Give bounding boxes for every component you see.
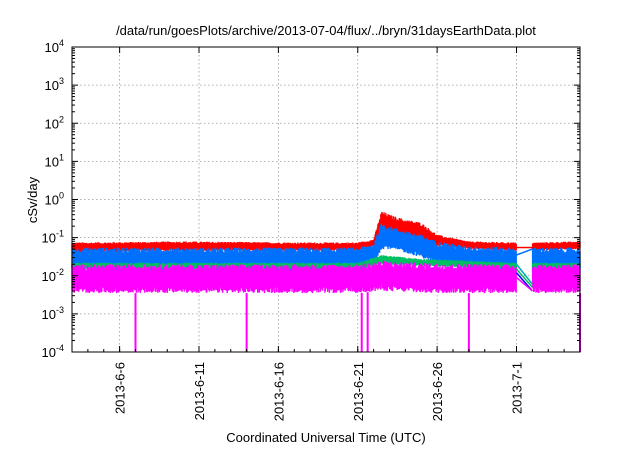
- x-tick-label: 2013-6-26: [430, 362, 445, 421]
- gap-connector-line: [516, 276, 533, 292]
- chart-title: /data/run/goesPlots/archive/2013-07-04/f…: [116, 23, 536, 38]
- x-tick-label: 2013-7-1: [510, 362, 525, 414]
- x-axis-label: Coordinated Universal Time (UTC): [226, 430, 425, 445]
- y-tick-label: 101: [45, 152, 64, 169]
- y-tick-label: 104: [45, 38, 64, 55]
- y-axis-label: cSv/day: [25, 176, 40, 223]
- y-tick-label: 103: [45, 76, 64, 93]
- grid-layer: [72, 47, 580, 352]
- x-tick-label: 2013-6-21: [351, 362, 366, 421]
- data-series-trace: [71, 212, 581, 253]
- gap-connector-line: [515, 268, 533, 288]
- axis-layer: 10-4 10-3 10-2 10-1 100 101 102 103 104 2013-6-6 2…: [42, 38, 580, 421]
- plot-frame: [71, 46, 581, 353]
- gap-connector-line: [515, 263, 533, 285]
- y-tick-label: 10-2: [42, 267, 64, 284]
- gap-connector-line: [516, 248, 533, 256]
- x-tick-label: 2013-6-16: [271, 362, 286, 421]
- y-tick-label: 102: [45, 114, 64, 131]
- y-tick-label: 10-3: [42, 305, 64, 322]
- y-tick-label: 10-4: [42, 343, 64, 360]
- x-tick-label: 2013-6-6: [113, 362, 128, 414]
- data-layer: [71, 212, 581, 352]
- y-tick-label: 10-1: [42, 229, 64, 246]
- x-tick-label: 2013-6-11: [192, 362, 207, 420]
- y-tick-label: 100: [45, 191, 64, 208]
